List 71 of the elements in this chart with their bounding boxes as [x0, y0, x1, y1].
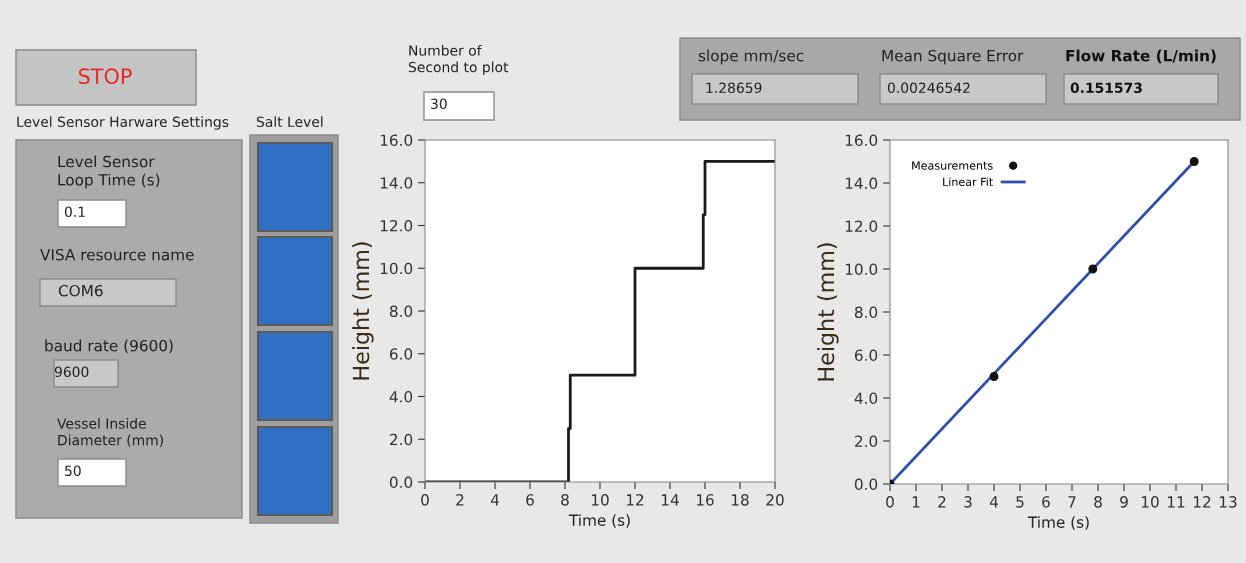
y-tick-label: 16.0 [380, 134, 413, 147]
x-axis-title: Time (s) [1027, 516, 1089, 530]
text: STOP [78, 68, 132, 85]
x-tick-label: 11 [1167, 496, 1185, 508]
text: 0.00246542 [887, 82, 970, 94]
text: 0.1 [64, 206, 85, 218]
y-tick-label: 2.0 [390, 433, 413, 446]
text: 50 [65, 465, 81, 477]
text: baud rate (9600) [45, 339, 173, 354]
point [989, 372, 999, 381]
x-tick-label: 6 [1042, 496, 1050, 508]
y-tick-label: 12.0 [845, 220, 878, 233]
y-tick-label: 8.0 [389, 305, 413, 318]
x-tick-label: 4 [490, 494, 499, 506]
text: Level Sensor Loop Time (s) [58, 155, 160, 189]
x-tick-label: 13 [1219, 496, 1237, 508]
y-tick-label: 14.0 [845, 177, 878, 190]
y-tick-label: 2.0 [855, 435, 878, 448]
point [1189, 157, 1199, 166]
y-tick-label: 4.0 [389, 390, 413, 403]
y-tick-label: 16.0 [845, 134, 878, 147]
y-tick-label: 6.0 [389, 348, 413, 360]
x-tick-label: 0 [421, 494, 429, 506]
x-tick-label: 16 [696, 494, 714, 506]
x-tick-label: 7 [1068, 496, 1076, 508]
x-tick-label: 12 [1193, 496, 1211, 508]
y-tick-label: 12.0 [380, 219, 413, 232]
x-tick-label: 3 [964, 496, 972, 508]
y-tick-label: 10.0 [380, 262, 413, 275]
text: VISA resource name [40, 248, 194, 261]
y-axis-title: Height (mm) [352, 242, 374, 380]
x-tick-label: 10 [1141, 496, 1159, 508]
text: Mean Square Error [882, 49, 1024, 65]
y-tick-label: 0.0 [389, 476, 413, 489]
y-tick-label: 10.0 [845, 263, 878, 276]
point [1088, 264, 1098, 274]
text: Flow Rate (L/min) [1066, 49, 1216, 64]
x-tick-label: 1 [912, 496, 920, 508]
legend-label: Measurements [912, 161, 993, 170]
text: COM6 [58, 284, 103, 297]
x-tick-label: 0 [886, 496, 894, 508]
x-tick-label: 18 [731, 494, 749, 506]
x-tick-label: 2 [456, 494, 464, 506]
y-tick-label: 8.0 [854, 306, 878, 319]
text: Vessel Inside Diameter (mm) [57, 417, 163, 447]
x-tick-label: 12 [626, 494, 644, 506]
text: 1.28659 [706, 82, 762, 94]
legend-label: Linear Fit [943, 177, 993, 187]
text: Salt Level [256, 116, 323, 128]
text: slope mm/sec [698, 49, 804, 65]
x-tick-label: 10 [591, 494, 609, 506]
x-axis-title: Time (s) [568, 514, 630, 528]
text: Number of Second to plot [408, 44, 509, 76]
x-tick-label: 8 [1094, 496, 1102, 508]
text: 0.151573 [1070, 82, 1142, 94]
x-tick-label: 5 [1016, 496, 1024, 508]
y-tick-label: 6.0 [854, 349, 878, 362]
y-axis-title: Height (mm) [817, 243, 839, 381]
x-tick-label: 14 [661, 494, 679, 506]
text: Level Sensor Harware Settings [17, 116, 229, 130]
x-tick-label: 6 [526, 494, 534, 506]
text: 9600 [54, 366, 89, 378]
text: 30 [431, 98, 447, 110]
x-tick-label: 9 [1120, 496, 1128, 508]
x-tick-label: 2 [938, 496, 946, 508]
y-tick-label: 0.0 [854, 478, 878, 491]
x-tick-label: 8 [561, 494, 569, 506]
y-tick-label: 14.0 [380, 177, 413, 189]
y-tick-label: 4.0 [854, 392, 878, 405]
x-tick-label: 20 [766, 494, 784, 506]
x-tick-label: 4 [989, 496, 998, 508]
